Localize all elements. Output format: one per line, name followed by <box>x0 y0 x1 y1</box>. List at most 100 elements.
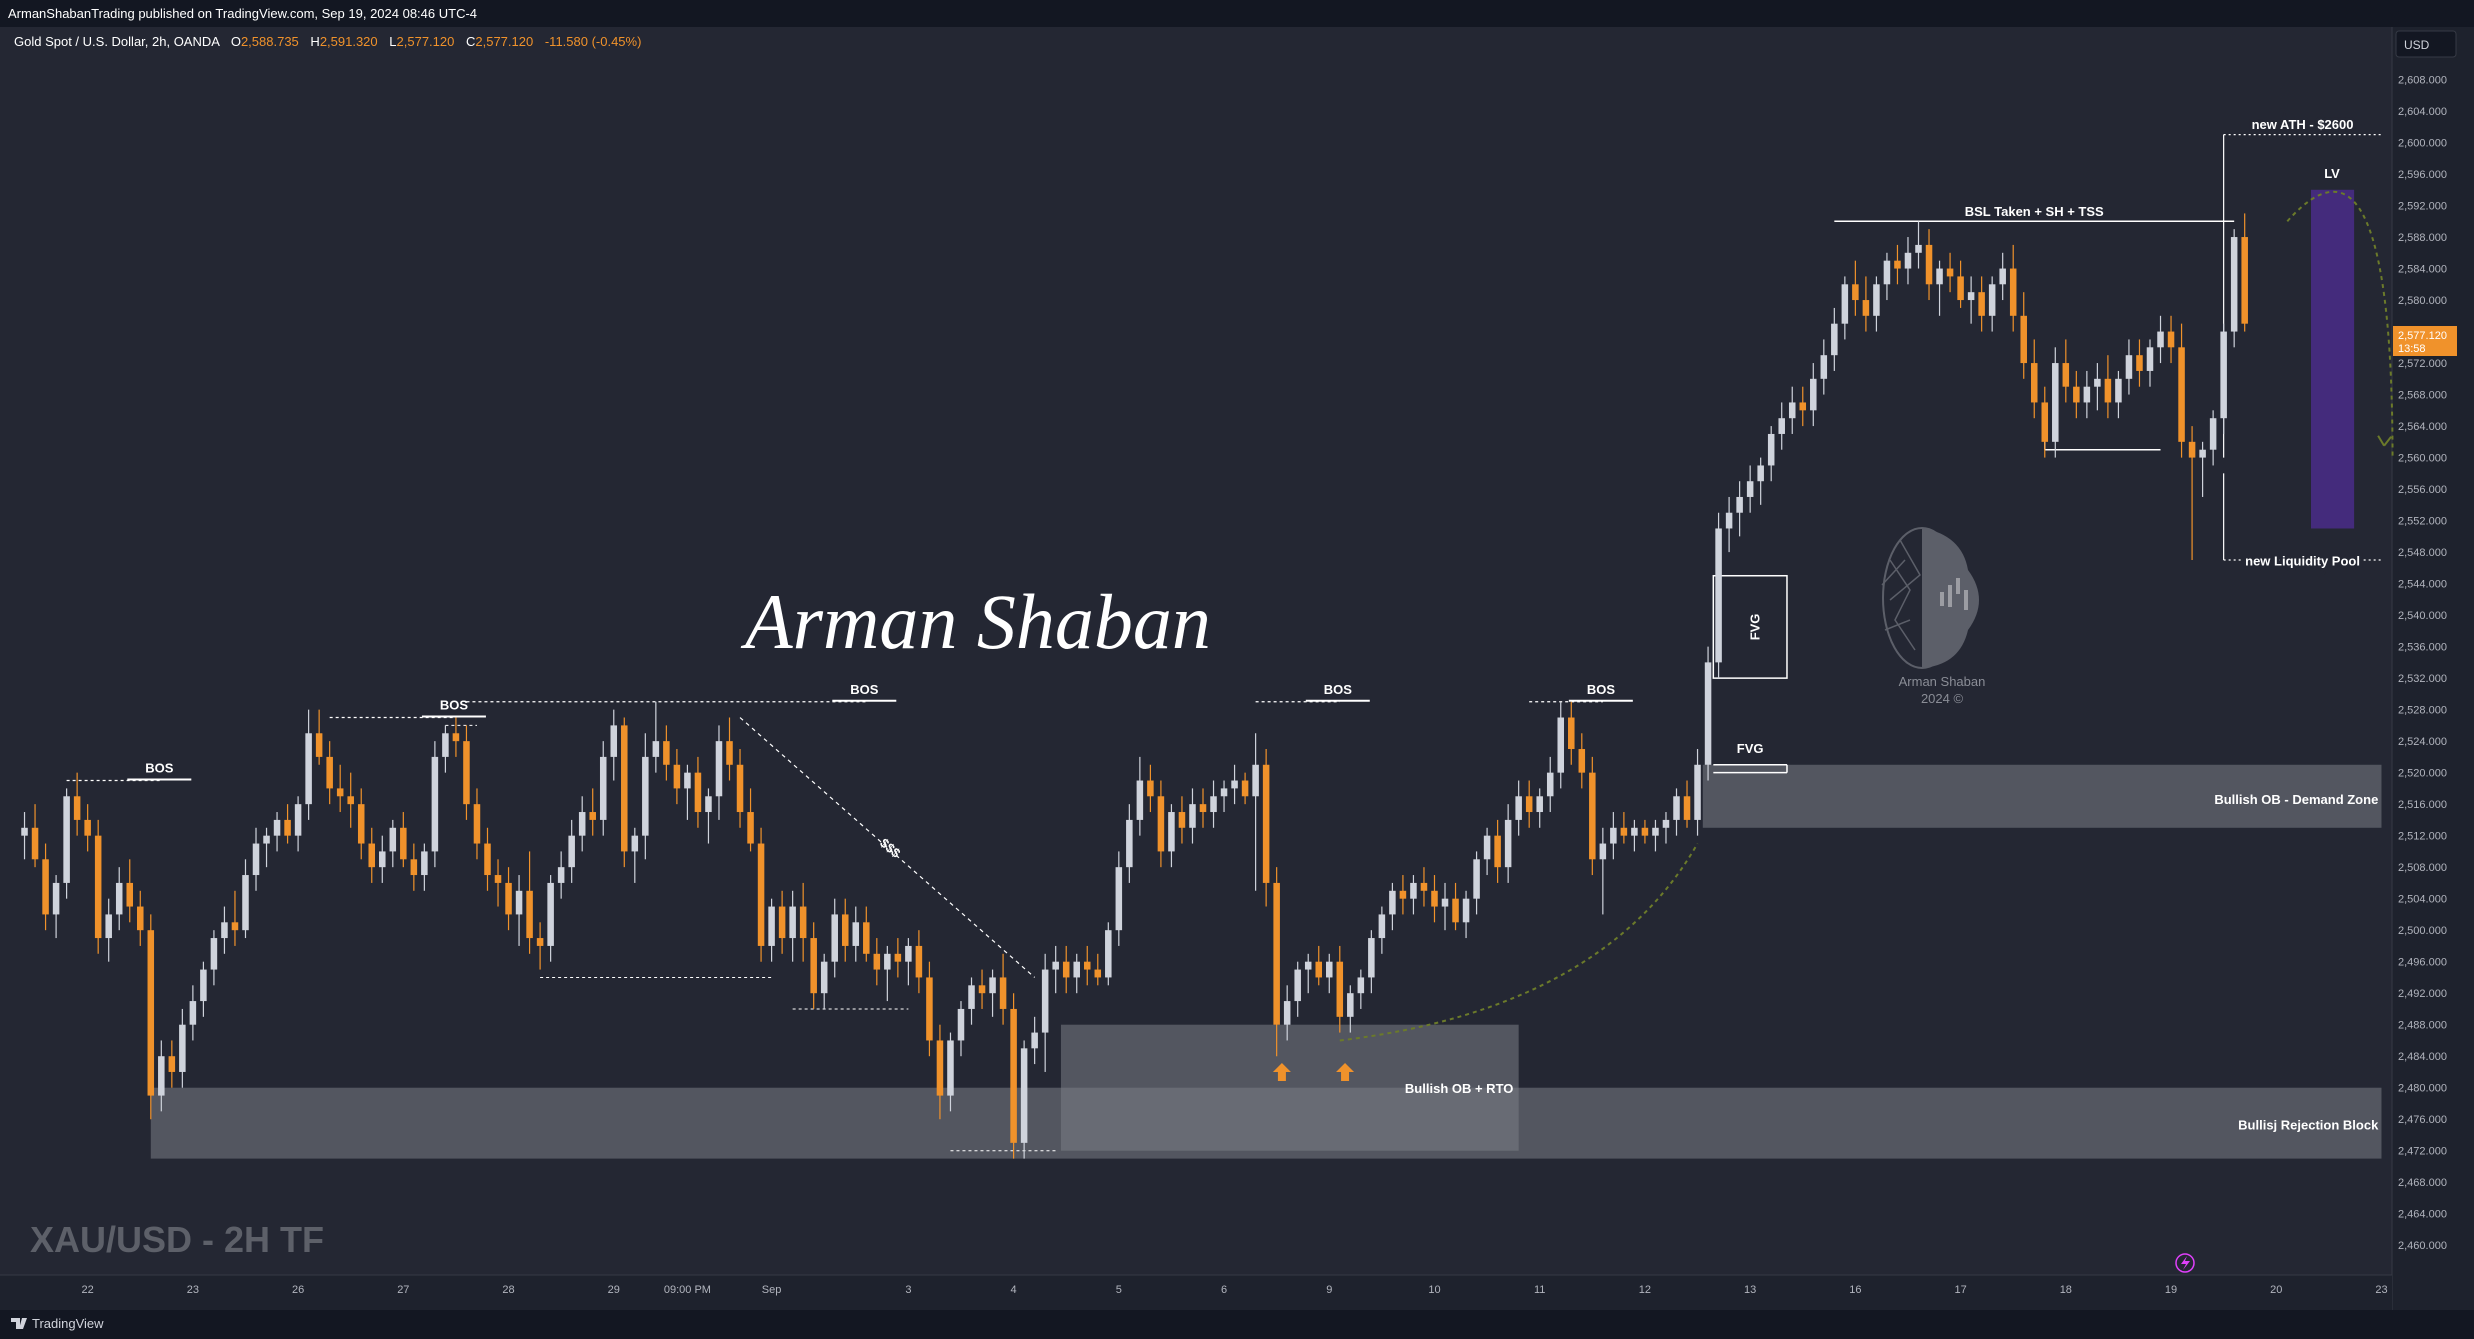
candle-body <box>968 985 975 1009</box>
candle <box>1641 819 1649 844</box>
candle <box>1767 426 1775 482</box>
price-tick-label: 2,580.000 <box>2398 295 2447 307</box>
candle-body <box>2146 347 2154 371</box>
candle-body <box>1326 961 1333 978</box>
bos-label-1: BOS <box>145 761 174 776</box>
candle-body <box>978 985 986 994</box>
candle-body <box>31 827 39 860</box>
candle-body <box>63 796 70 883</box>
candle <box>31 804 39 868</box>
time-axis-background <box>0 1275 2392 1310</box>
candle <box>1210 780 1217 828</box>
candle <box>84 804 91 852</box>
candle <box>1304 953 1312 994</box>
candle <box>1799 386 1807 427</box>
candle-body <box>1431 890 1438 907</box>
candle-body <box>2020 315 2027 364</box>
candle <box>442 725 449 773</box>
candle <box>1978 276 1985 332</box>
candle <box>21 812 28 860</box>
candle-body <box>1494 835 1501 868</box>
candle <box>1220 780 1228 813</box>
candle <box>73 772 81 836</box>
candle-body <box>357 804 365 844</box>
candle <box>2220 323 2227 434</box>
candle-body <box>1241 780 1249 797</box>
price-tick-label: 2,540.000 <box>2398 610 2447 622</box>
candle-body <box>1147 780 1154 797</box>
candle-body <box>1357 977 1365 994</box>
candle-body <box>1347 993 1354 1017</box>
lv-label: LV <box>2324 166 2340 181</box>
candle <box>1967 276 1975 324</box>
candle-body <box>1978 292 1985 316</box>
candle-body <box>379 851 386 868</box>
candle <box>1873 276 1880 332</box>
candle <box>2199 441 2206 497</box>
candle <box>505 867 512 931</box>
price-tick-label: 2,584.000 <box>2398 264 2447 276</box>
candle <box>831 898 838 978</box>
candle <box>1410 875 1417 915</box>
candle <box>799 882 807 962</box>
candle <box>2146 339 2154 387</box>
candle-body <box>1925 244 1933 285</box>
candle-body <box>1631 827 1638 836</box>
candle <box>379 835 386 883</box>
lightning-icon[interactable] <box>2175 1253 2195 1273</box>
candle <box>705 788 712 844</box>
candle-body <box>1199 804 1207 813</box>
bos-label-4: BOS <box>1324 682 1353 697</box>
time-axis[interactable]: 22 23 26 27 28 29 09:00 PM Sep 3 4 5 6 9 10 11 12 13 16 17… <box>82 1284 2388 1296</box>
candle-body <box>789 906 796 939</box>
candle-body <box>21 827 28 836</box>
candle <box>1683 780 1691 828</box>
candle-body <box>1473 859 1480 899</box>
candle <box>599 741 607 836</box>
candle-body <box>126 882 134 907</box>
candle-body <box>2167 331 2175 348</box>
candle-body <box>1020 1048 1028 1143</box>
candle <box>1820 339 1828 395</box>
candle-body <box>273 819 281 836</box>
candle <box>1462 890 1470 939</box>
candle <box>1252 733 1259 891</box>
candle-body <box>158 1056 165 1096</box>
candle-body <box>547 882 554 946</box>
candle <box>947 1032 954 1112</box>
candle-body <box>2094 378 2101 387</box>
candle-body <box>284 819 291 836</box>
time-tick-label: 20 <box>2270 1284 2282 1296</box>
price-tick-label: 2,472.000 <box>2398 1146 2447 1158</box>
candle <box>557 851 565 899</box>
candle-body <box>1831 323 1838 356</box>
candle-body <box>179 1024 186 1072</box>
projection-curve-down <box>2286 190 2394 458</box>
price-tick-label: 2,488.000 <box>2398 1020 2447 1032</box>
candle-body <box>1515 796 1522 820</box>
countdown-value: 13:58 <box>2398 343 2426 355</box>
candle <box>2209 410 2217 466</box>
candle <box>1778 402 1785 450</box>
candle-body <box>2230 237 2238 332</box>
candle-body <box>1936 268 1943 285</box>
candle-body <box>2083 386 2091 403</box>
arrow-head-icon <box>2377 435 2392 447</box>
candle <box>2062 339 2070 403</box>
candle-body <box>1683 796 1691 820</box>
candle <box>915 930 923 994</box>
candle <box>252 827 260 891</box>
candle-body <box>336 788 344 797</box>
candle <box>231 890 239 946</box>
candle-body <box>1589 772 1596 860</box>
tradingview-logo[interactable]: TradingView <box>10 1316 104 1331</box>
candle <box>1736 481 1743 537</box>
price-axis[interactable]: 2,460.000 2,464.000 2,468.000 2,472.000 2,47… <box>2398 75 2447 1253</box>
candle-body <box>1546 772 1554 797</box>
symbol-header: Gold Spot / U.S. Dollar, 2h, OANDA O2,58… <box>14 34 641 49</box>
candle-body <box>2125 355 2133 379</box>
candle <box>1652 819 1659 852</box>
currency-button[interactable]: USD <box>2395 30 2457 58</box>
candle-body <box>1810 378 1817 411</box>
candle <box>189 985 197 1041</box>
